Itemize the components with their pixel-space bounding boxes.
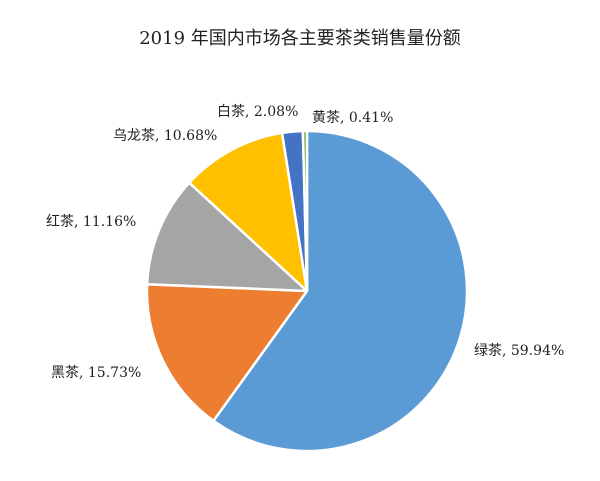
pie-slice-6: [301, 129, 309, 293]
chart-title: 2019 年国内市场各主要茶类销售量份额: [139, 28, 461, 49]
pie-slice-2: [145, 283, 309, 423]
slice-label-2: 黑茶, 15.73%: [51, 365, 141, 381]
slice-label-3: 红茶, 11.16%: [46, 214, 136, 230]
slice-label-5: 白茶, 2.08%: [217, 104, 298, 120]
slice-label-6: 黄茶, 0.41%: [312, 109, 393, 126]
pie-slice-1: [212, 129, 469, 453]
slice-label-4: 乌龙茶, 10.68%: [113, 128, 217, 144]
slice-label-1: 绿茶, 59.94%: [474, 343, 564, 359]
pie-slice-3: [145, 181, 309, 293]
pie-slice-4: [187, 131, 309, 293]
